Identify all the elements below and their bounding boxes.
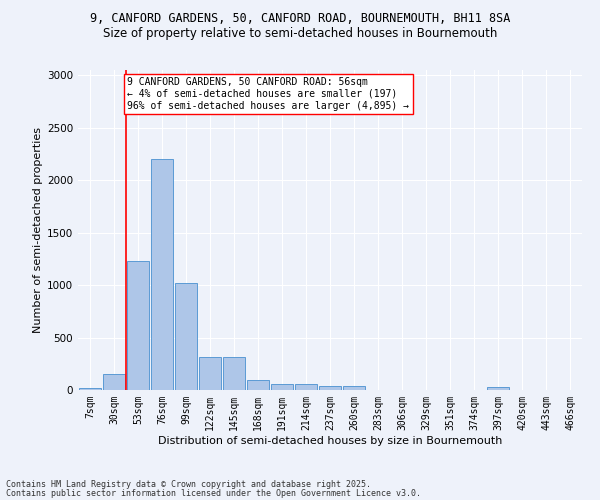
Text: Contains HM Land Registry data © Crown copyright and database right 2025.: Contains HM Land Registry data © Crown c… <box>6 480 371 489</box>
Bar <box>295 384 317 390</box>
Bar <box>199 358 221 390</box>
Text: 9 CANFORD GARDENS, 50 CANFORD ROAD: 56sqm
← 4% of semi-detached houses are small: 9 CANFORD GARDENS, 50 CANFORD ROAD: 56sq… <box>127 78 409 110</box>
Bar <box>247 380 269 390</box>
Bar <box>103 374 125 390</box>
Text: 9, CANFORD GARDENS, 50, CANFORD ROAD, BOURNEMOUTH, BH11 8SA: 9, CANFORD GARDENS, 50, CANFORD ROAD, BO… <box>90 12 510 26</box>
Y-axis label: Number of semi-detached properties: Number of semi-detached properties <box>33 127 43 333</box>
Text: Contains public sector information licensed under the Open Government Licence v3: Contains public sector information licen… <box>6 488 421 498</box>
Bar <box>223 358 245 390</box>
Bar <box>151 159 173 390</box>
Bar <box>175 283 197 390</box>
Bar <box>319 386 341 390</box>
Bar <box>127 261 149 390</box>
Bar <box>79 388 101 390</box>
Bar <box>271 384 293 390</box>
Text: Size of property relative to semi-detached houses in Bournemouth: Size of property relative to semi-detach… <box>103 28 497 40</box>
Bar <box>487 387 509 390</box>
X-axis label: Distribution of semi-detached houses by size in Bournemouth: Distribution of semi-detached houses by … <box>158 436 502 446</box>
Bar <box>343 386 365 390</box>
